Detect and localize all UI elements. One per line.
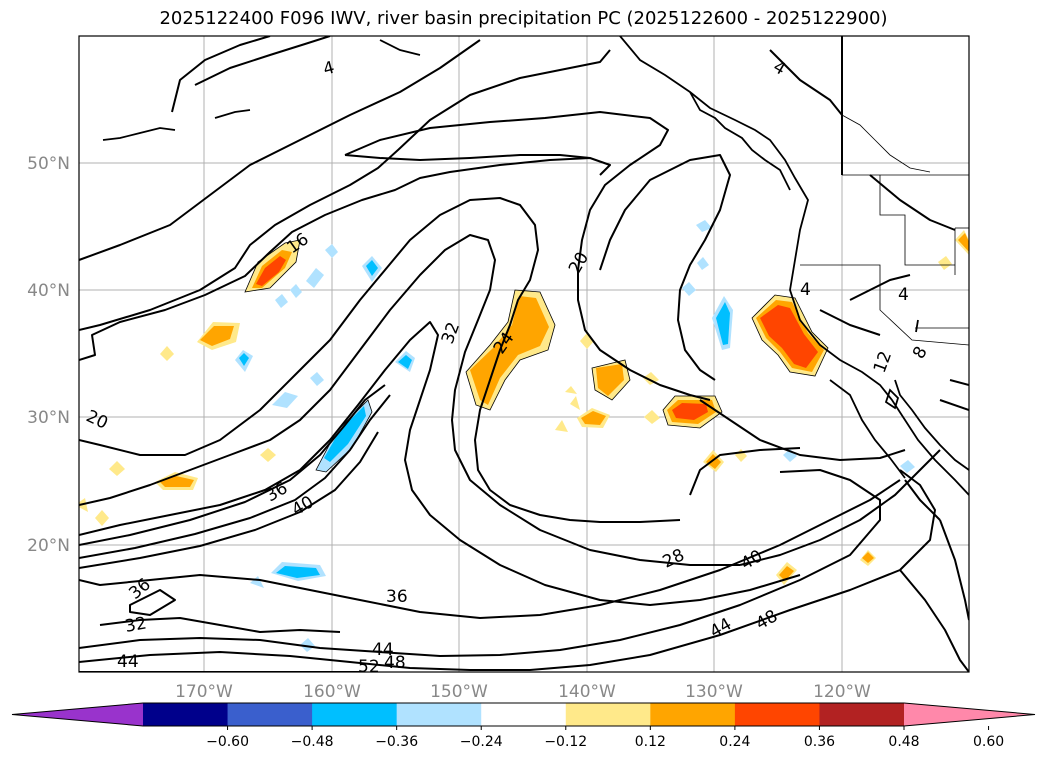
colorbar-segment [819,703,905,726]
precip-shading [79,220,969,652]
lon-label: 130°W [685,682,743,702]
colorbar-tick-label: −0.12 [544,734,587,750]
colorbar-extend-low [12,703,143,726]
contour-label-c44a: 44 [117,652,139,672]
contour-label-c36c: 36 [386,587,408,607]
colorbar-segment [650,703,736,726]
lat-label: 30°N [27,408,70,428]
colorbar-tick-label: 0.24 [719,734,750,750]
colorbar-segment [481,703,567,726]
colorbar-segment [143,703,229,726]
map-frame [78,35,970,673]
lon-label: 160°W [303,682,361,702]
lon-label: 120°W [813,682,871,702]
colorbar-extend-high [904,703,1035,726]
colorbar-tick-label: −0.24 [460,734,503,750]
colorbar-segment [227,703,313,726]
colorbar-tick-label: −0.60 [206,734,249,750]
longitude-labels: 170°W 160°W 150°W 140°W 130°W 120°W [175,682,871,702]
colorbar-segment [565,703,651,726]
coastline [102,36,969,496]
lon-label: 170°W [175,682,233,702]
colorbar-tick-label: 0.60 [973,734,1004,750]
contour-label-c4c: 4 [898,285,909,305]
contour-label-c52: 52 [358,657,380,677]
lon-label: 140°W [558,682,616,702]
colorbar-segment [312,703,398,726]
lat-label: 40°N [27,281,70,301]
iwv-contours [79,36,969,672]
colorbar: −0.60 −0.48 −0.36 −0.24 −0.12 0.12 0.24 0.36 0.4… [11,702,1036,750]
colorbar-tick-label: 0.48 [888,734,919,750]
colorbar-segment [734,703,820,726]
chart-title: 2025122400 F096 IWV, river basin precipi… [159,8,888,29]
colorbar-tick-label: 0.12 [635,734,666,750]
colorbar-outline [11,702,1036,727]
lat-label: 50°N [27,154,70,174]
contour-label-c32b: 32 [123,613,148,636]
contour-label-c4a: 4 [321,58,337,80]
colorbar-tick-label: 0.36 [804,734,835,750]
colorbar-tick-label: −0.36 [375,734,418,750]
colorbar-tick-label: −0.48 [291,734,334,750]
contour-label-c44b: 44 [372,640,394,660]
colorbar-segment [396,703,482,726]
lon-label: 150°W [430,682,488,702]
contour-label-c48a: 48 [384,653,406,673]
latitude-labels: 50°N 40°N 30°N 20°N [27,154,70,556]
contour-label-c4d: 4 [800,280,811,300]
lat-label: 20°N [27,536,70,556]
political-borders [800,114,969,346]
